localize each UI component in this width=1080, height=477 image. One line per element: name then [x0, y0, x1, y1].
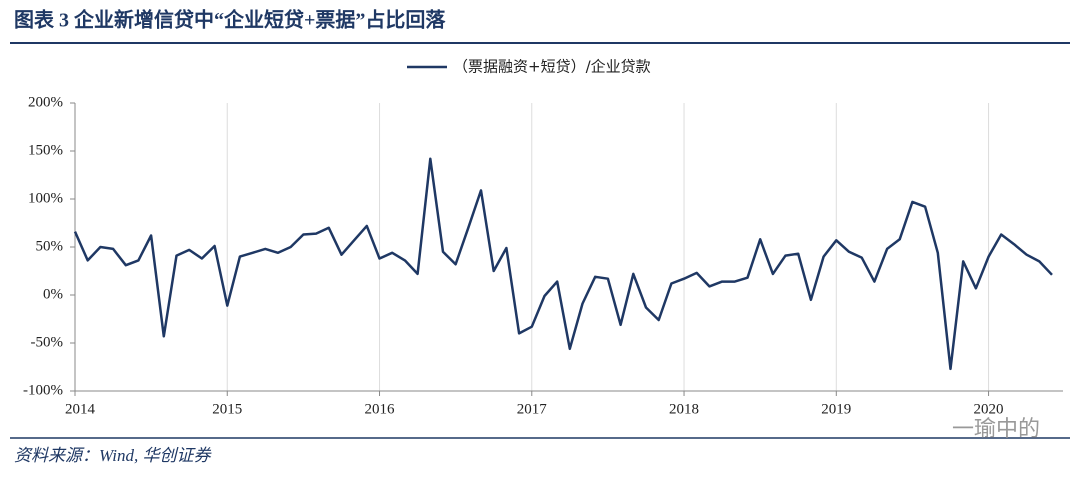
watermark: 一瑜中的	[952, 417, 1040, 442]
y-tick-label: 50%	[36, 238, 64, 254]
y-tick-label: 150%	[28, 142, 63, 158]
x-tick-label: 2014	[65, 401, 96, 417]
y-tick-label: 100%	[28, 190, 63, 206]
x-tick-label: 2016	[365, 401, 396, 417]
y-tick-label: -50%	[31, 334, 64, 350]
x-tick-label: 2019	[821, 401, 851, 417]
legend-label: （票据融资+短贷）/企业贷款	[453, 58, 651, 76]
x-tick-label: 2018	[669, 401, 699, 417]
series-line	[73, 157, 1053, 371]
y-tick-label: 200%	[28, 94, 63, 110]
y-tick-label: -100%	[23, 382, 63, 398]
y-tick-label: 0%	[43, 286, 63, 302]
x-tick-label: 2015	[212, 401, 242, 417]
x-tick-label: 2020	[974, 401, 1004, 417]
source: 资料来源：Wind, 华创证券	[14, 446, 212, 465]
x-tick-label: 2017	[517, 401, 548, 417]
chart-title: 图表 3 企业新增信贷中“企业短贷+票据”占比回落	[14, 8, 446, 32]
